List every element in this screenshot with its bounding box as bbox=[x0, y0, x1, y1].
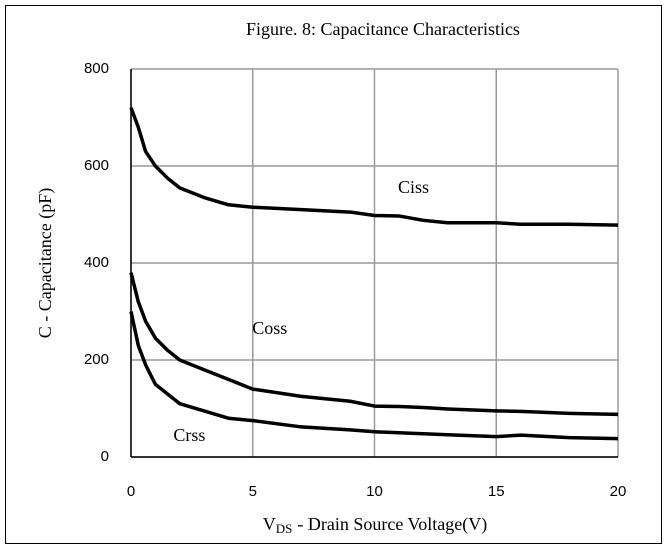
y-axis-label: C - Capacitance (pF) bbox=[35, 188, 56, 338]
x-tick-label: 0 bbox=[127, 483, 135, 500]
chart-title: Figure. 8: Capacitance Characteristics bbox=[246, 19, 520, 39]
x-axis-label: VDS - Drain Source Voltage(V) bbox=[263, 514, 487, 536]
series-line bbox=[129, 272, 619, 417]
x-label-symbol: V bbox=[263, 514, 276, 534]
x-tick-label: 10 bbox=[366, 483, 383, 500]
y-tick-label: 400 bbox=[84, 254, 109, 271]
series-label: Coss bbox=[252, 318, 287, 338]
series-label: Crss bbox=[173, 425, 205, 445]
x-label-subscript: DS bbox=[276, 521, 293, 536]
x-tick-label: 20 bbox=[610, 483, 627, 500]
frame bbox=[5, 5, 662, 544]
x-label-text: - Drain Source Voltage(V) bbox=[297, 514, 487, 535]
x-tick-label: 5 bbox=[249, 483, 257, 500]
y-tick-label: 0 bbox=[101, 448, 109, 465]
y-tick-label: 800 bbox=[84, 60, 109, 77]
y-tick-label: 200 bbox=[84, 351, 109, 368]
series-line bbox=[129, 311, 619, 441]
x-tick-label: 15 bbox=[488, 483, 505, 500]
y-tick-label: 600 bbox=[84, 157, 109, 174]
series-line bbox=[129, 107, 619, 227]
series-label: Ciss bbox=[398, 177, 429, 197]
